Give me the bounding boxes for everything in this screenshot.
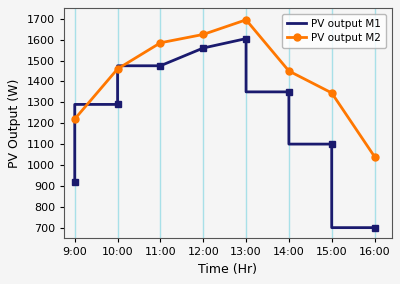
PV output M1	[329, 226, 334, 229]
PV output M2	[329, 91, 334, 95]
PV output M2	[158, 41, 163, 45]
Legend: PV output M1, PV output M2: PV output M1, PV output M2	[282, 14, 386, 48]
Line: PV output M1: PV output M1	[75, 39, 374, 228]
PV output M2	[72, 117, 77, 121]
PV output M1	[158, 64, 163, 68]
X-axis label: Time (Hr): Time (Hr)	[198, 263, 257, 276]
PV output M2	[115, 67, 120, 71]
PV output M2	[286, 69, 291, 73]
PV output M2	[244, 18, 248, 22]
PV output M1	[72, 180, 77, 183]
PV output M1	[244, 90, 248, 94]
PV output M2	[201, 33, 206, 36]
Line: PV output M2: PV output M2	[71, 16, 378, 160]
PV output M1	[201, 46, 206, 50]
PV output M1	[329, 142, 334, 146]
PV output M1	[372, 226, 377, 229]
PV output M1	[72, 103, 77, 106]
PV output M1	[244, 37, 248, 40]
PV output M1	[286, 90, 291, 94]
PV output M1	[286, 142, 291, 146]
PV output M2	[372, 155, 377, 158]
PV output M1	[115, 64, 120, 68]
Y-axis label: PV Output (W): PV Output (W)	[8, 78, 21, 168]
PV output M1	[115, 103, 120, 106]
